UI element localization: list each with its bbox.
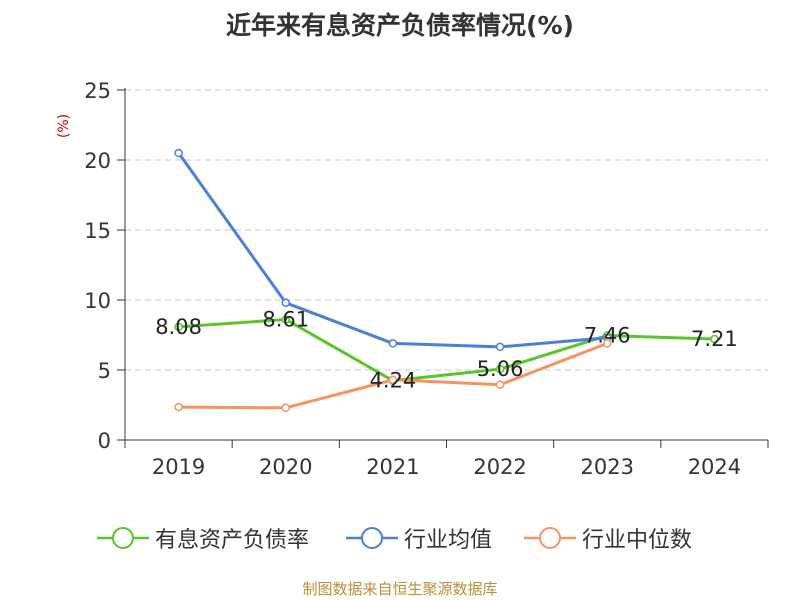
data-label: 8.08 [155, 315, 202, 339]
series-line [177, 152, 608, 349]
x-tick-label: 2024 [688, 455, 741, 479]
data-label: 4.24 [370, 369, 417, 393]
y-tick-label: 0 [98, 429, 111, 453]
legend-swatch-green-icon [97, 527, 149, 549]
data-point [174, 322, 183, 332]
data-point [174, 148, 183, 158]
data-label: 7.46 [584, 324, 631, 348]
data-point [710, 334, 719, 344]
data-point [174, 402, 183, 412]
data-point [388, 375, 398, 385]
data-point [281, 403, 290, 413]
legend-label: 行业中位数 [582, 528, 693, 553]
data-labels: 8.08 8.61 4.24 5.06 7.46 7.21 [155, 307, 738, 392]
x-tick-label: 2020 [259, 455, 312, 479]
x-tick-label: 2023 [581, 455, 634, 479]
legend-swatch-orange-icon [524, 527, 576, 549]
series-group [174, 148, 719, 413]
data-point [495, 380, 505, 389]
data-point [603, 339, 612, 348]
data-label: 8.61 [262, 307, 309, 331]
legend-item-industry-mean[interactable]: 行业均值 [346, 522, 492, 554]
x-tick-label: 2022 [473, 455, 526, 479]
legend: 有息资产负债率 行业均值 行业中位数 [0, 522, 800, 554]
legend-label: 行业均值 [404, 528, 493, 553]
x-tick-label: 2019 [152, 455, 205, 479]
legend-item-industry-median[interactable]: 行业中位数 [524, 522, 692, 554]
y-axis-label: (%) [56, 114, 72, 138]
source-note: 制图数据来自恒生聚源数据库 [302, 580, 498, 598]
data-point [388, 339, 398, 348]
line-chart: 0 5 10 15 20 25 2019 2020 2021 2022 2023 2024 (%) 8… [56, 79, 769, 479]
grid-lines [125, 89, 768, 371]
data-point [281, 315, 290, 324]
series-line [178, 317, 715, 383]
legend-item-debt-ratio[interactable]: 有息资产负债率 [97, 522, 309, 554]
data-point [281, 298, 290, 308]
data-point [495, 342, 505, 352]
data-label: 5.06 [477, 357, 524, 381]
legend-swatch-blue-icon [346, 527, 398, 549]
y-tick-label: 10 [84, 289, 111, 313]
chart-title: 近年来有息资产负债率情况(%) [226, 11, 574, 40]
data-point [495, 364, 505, 374]
data-label: 7.21 [691, 327, 738, 351]
axes: 0 5 10 15 20 25 2019 2020 2021 2022 2023 2024 [84, 79, 769, 479]
y-tick-label: 5 [98, 359, 111, 383]
y-tick-label: 15 [84, 219, 111, 243]
y-tick-label: 20 [84, 149, 111, 173]
legend-label: 有息资产负债率 [155, 528, 310, 553]
y-tick-label: 25 [84, 79, 111, 103]
x-tick-label: 2021 [366, 455, 419, 479]
